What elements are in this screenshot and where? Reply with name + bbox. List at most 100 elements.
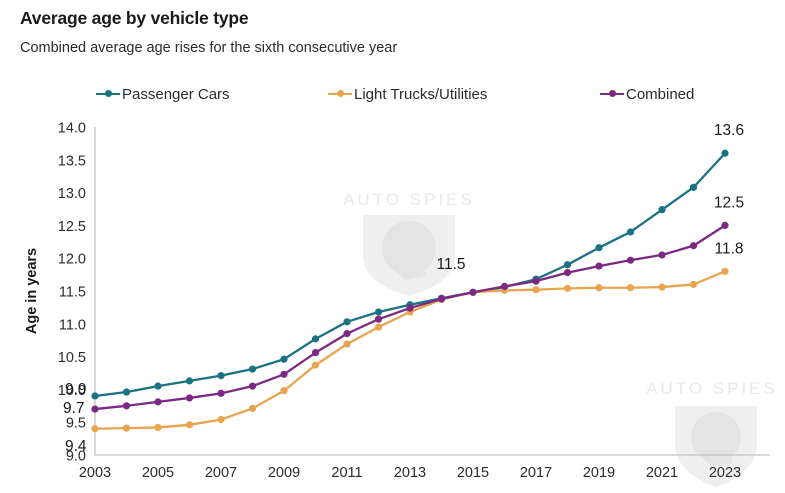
data-point[interactable] [343, 330, 351, 338]
data-point[interactable] [626, 228, 635, 236]
data-point[interactable] [721, 267, 729, 275]
data-point[interactable] [248, 365, 257, 373]
data-point[interactable] [91, 392, 99, 400]
data-point[interactable] [563, 284, 572, 292]
data-point[interactable] [154, 382, 162, 390]
y-axis-tick-label: 10.0 [58, 383, 86, 399]
series-layer [91, 149, 729, 433]
data-point[interactable] [185, 377, 194, 385]
x-axis-tick-label: 2021 [646, 465, 678, 481]
y-axis-title: Age in years [24, 248, 40, 334]
data-point[interactable] [91, 405, 99, 413]
data-point[interactable] [122, 402, 131, 410]
x-axis-tick-label: 2013 [394, 465, 426, 481]
data-point[interactable] [689, 280, 698, 289]
y-axis-tick-label: 11.0 [59, 317, 86, 333]
data-label: 11.5 [436, 256, 465, 273]
data-point[interactable] [595, 244, 603, 252]
chart-legend: Passenger Cars Light Trucks/Utilities Co… [96, 82, 736, 108]
data-point[interactable] [532, 286, 540, 294]
x-axis-tick-label: 2005 [142, 465, 174, 481]
y-axis-tick-label: 9.5 [66, 416, 86, 432]
watermark-text: AUTO SPIES [343, 190, 475, 209]
data-point[interactable] [217, 389, 225, 397]
data-point[interactable] [374, 308, 383, 316]
data-point[interactable] [595, 262, 603, 270]
x-axis-tick-label: 2019 [583, 465, 615, 481]
data-point[interactable] [563, 269, 572, 277]
x-axis-tick-label: 2003 [79, 465, 111, 481]
data-point[interactable] [217, 415, 225, 424]
y-axis-tick-label: 11.5 [59, 285, 86, 301]
data-point[interactable] [122, 388, 131, 396]
data-point[interactable] [469, 288, 477, 296]
legend-item-light-trucks-utilities[interactable]: Light Trucks/Utilities [328, 82, 487, 106]
axis-frame [94, 127, 770, 456]
data-point[interactable] [154, 398, 162, 406]
data-point[interactable] [91, 425, 99, 433]
data-label: 12.5 [714, 194, 744, 211]
watermark-detail-icon [385, 254, 427, 280]
data-point[interactable] [374, 323, 383, 331]
data-point[interactable] [532, 277, 540, 285]
data-point[interactable] [343, 340, 351, 348]
data-label: 13.6 [714, 122, 744, 139]
x-axis-tick-label: 2017 [520, 465, 552, 481]
legend-label: Light Trucks/Utilities [354, 85, 488, 103]
data-point[interactable] [185, 394, 194, 402]
y-axis-ticks: 9.0 9.5 10.0 10.5 11.0 11.5 12.0 12.5 13.0 13.5 14… [58, 121, 86, 465]
y-axis-tick-label: 9.0 [66, 449, 86, 465]
data-point[interactable] [248, 404, 257, 413]
data-label: 9.7 [63, 400, 85, 417]
data-point[interactable] [185, 421, 194, 429]
data-point[interactable] [437, 295, 446, 303]
data-label: 11.8 [714, 240, 743, 257]
data-label: 9.9 [65, 381, 87, 398]
data-point[interactable] [406, 304, 414, 312]
y-axis-tick-label: 10.5 [58, 350, 86, 366]
watermark-center: AUTO SPIES [343, 190, 475, 296]
x-axis-tick-label: 2015 [457, 465, 489, 481]
data-point[interactable] [217, 372, 225, 380]
y-axis-tick-label: 12.0 [58, 252, 86, 268]
x-axis-tick-label: 2009 [268, 465, 300, 481]
y-axis-tick-label: 13.0 [58, 186, 86, 202]
data-point[interactable] [311, 349, 320, 357]
data-point[interactable] [658, 283, 666, 291]
data-point[interactable] [721, 149, 729, 157]
data-point[interactable] [721, 221, 729, 229]
data-point[interactable] [311, 361, 320, 369]
data-point[interactable] [374, 315, 383, 323]
legend-item-passenger-cars[interactable]: Passenger Cars [96, 82, 230, 106]
data-point[interactable] [311, 335, 320, 343]
legend-item-combined[interactable]: Combined [600, 82, 694, 106]
legend-label: Passenger Cars [122, 85, 230, 103]
x-axis-tick-label: 2007 [205, 465, 237, 481]
data-point[interactable] [563, 261, 572, 269]
data-point[interactable] [658, 251, 666, 259]
data-point[interactable] [658, 206, 666, 214]
data-point[interactable] [154, 423, 162, 432]
y-axis-tick-label: 13.5 [58, 153, 86, 169]
data-point[interactable] [343, 318, 351, 326]
data-point[interactable] [689, 242, 698, 250]
data-point[interactable] [626, 256, 635, 264]
page-title: Average age by vehicle type [20, 8, 249, 28]
data-point[interactable] [280, 387, 288, 395]
data-point[interactable] [248, 382, 257, 390]
page-subtitle: Combined average age rises for the sixth… [20, 40, 398, 56]
legend-swatch-icon [96, 87, 120, 101]
data-point[interactable] [595, 284, 603, 292]
watermark-text: AUTO SPIES [646, 379, 778, 398]
legend-swatch-icon [600, 87, 624, 101]
data-point[interactable] [280, 355, 288, 363]
data-point[interactable] [280, 370, 288, 378]
data-labels-layer: 9.9 9.7 9.4 11.5 13.6 12.5 11.8 [63, 122, 744, 455]
data-point[interactable] [122, 424, 131, 432]
data-point[interactable] [500, 282, 509, 291]
data-point[interactable] [626, 284, 635, 292]
x-axis-tick-label: 2011 [331, 465, 362, 481]
data-point[interactable] [689, 183, 698, 191]
